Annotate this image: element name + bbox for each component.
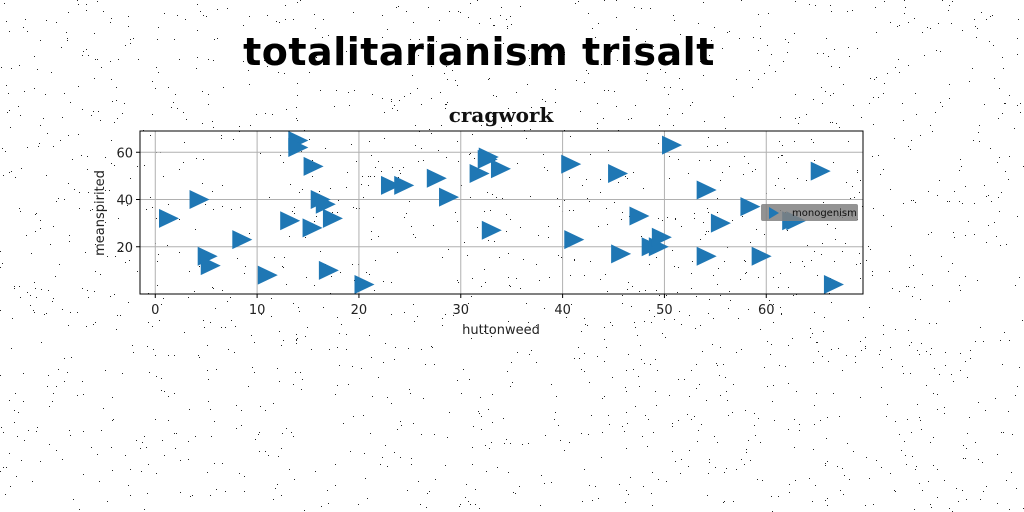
- data-point: [322, 208, 343, 228]
- legend-box: [761, 204, 858, 221]
- data-point: [810, 161, 831, 181]
- x-tick-label: 50: [656, 303, 673, 318]
- data-point: [469, 164, 490, 184]
- data-point: [158, 208, 179, 228]
- legend-marker-icon: [769, 207, 779, 219]
- data-point: [315, 194, 336, 214]
- data-point: [490, 159, 511, 179]
- data-points: [158, 130, 844, 295]
- chart-title: cragwork: [449, 103, 555, 127]
- x-axis-label: huttonweed: [462, 323, 540, 338]
- x-tick-label: 30: [452, 303, 469, 318]
- data-point: [696, 246, 717, 266]
- data-point: [823, 275, 844, 295]
- data-point: [318, 260, 339, 280]
- plot-frame: [139, 130, 864, 295]
- data-point: [288, 138, 309, 158]
- data-point: [380, 175, 401, 195]
- data-point: [751, 246, 772, 266]
- y-tick-label: 60: [116, 146, 133, 161]
- y-axis-label: meanspirited: [93, 170, 108, 256]
- data-point: [232, 230, 253, 250]
- x-tick-label: 0: [151, 303, 159, 318]
- data-point: [651, 227, 672, 247]
- data-point: [354, 275, 375, 295]
- data-point: [426, 168, 447, 188]
- data-point: [439, 187, 460, 207]
- legend-label: monogenism: [792, 208, 857, 219]
- x-tick-label: 40: [554, 303, 571, 318]
- data-point: [394, 175, 415, 195]
- grid-lines: [140, 131, 863, 294]
- x-tick-label: 60: [758, 303, 775, 318]
- data-point: [662, 135, 683, 155]
- data-point: [189, 190, 210, 210]
- data-point: [481, 220, 502, 240]
- data-point: [740, 197, 761, 217]
- y-tick-label: 40: [116, 194, 133, 209]
- data-point: [629, 206, 650, 226]
- x-tick-label: 20: [351, 303, 368, 318]
- data-point: [696, 180, 717, 200]
- data-point: [710, 213, 731, 233]
- data-point: [280, 211, 301, 231]
- data-point: [611, 244, 632, 264]
- legend: monogenism: [761, 204, 858, 221]
- data-point: [561, 154, 582, 174]
- data-point: [564, 230, 585, 250]
- axis-ticks: 0 10 20 30 40 50 60 20 40 60: [116, 146, 774, 318]
- data-point: [257, 265, 278, 285]
- y-tick-label: 20: [116, 241, 133, 256]
- data-point: [608, 164, 629, 184]
- data-point: [478, 147, 499, 167]
- data-point: [303, 156, 324, 176]
- data-point: [200, 256, 221, 276]
- data-point: [302, 218, 323, 238]
- x-tick-label: 10: [249, 303, 266, 318]
- page-title: totalitarianism trisalt: [243, 30, 715, 74]
